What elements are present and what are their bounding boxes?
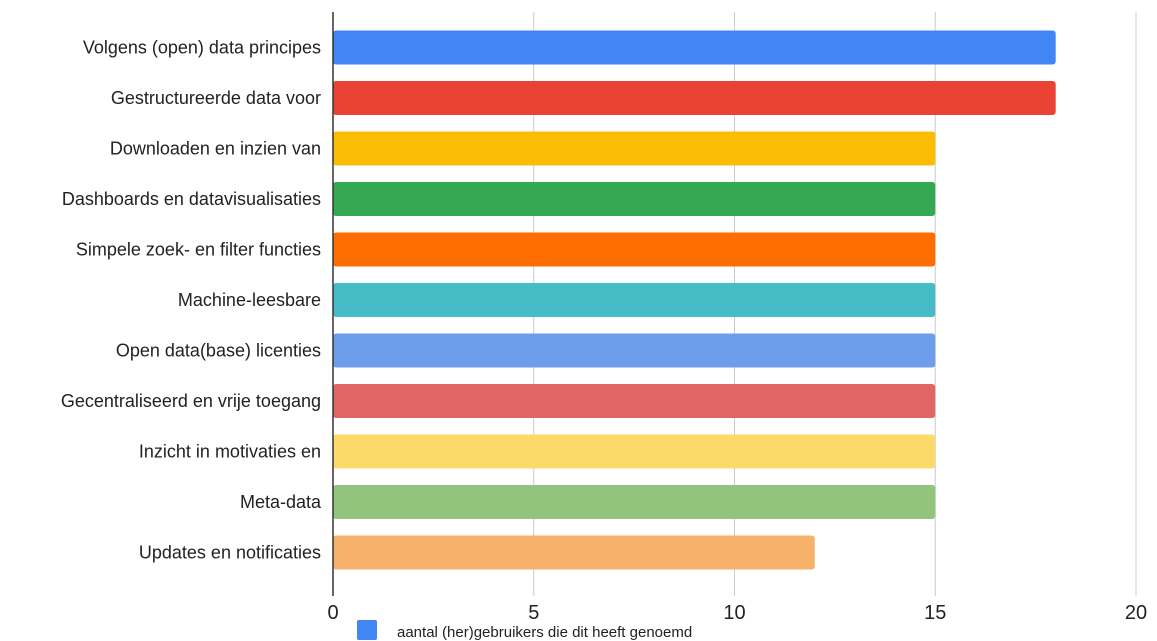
x-tick-labels: 0 5 10 15 20	[327, 602, 1147, 624]
bar	[333, 535, 815, 570]
category-label: Volgens (open) data principes	[83, 38, 321, 58]
category-label: Machine-leesbare	[178, 290, 321, 310]
x-tick-label: 20	[1125, 602, 1147, 624]
x-tick-label: 5	[528, 602, 539, 624]
bar	[333, 333, 936, 368]
category-label: Inzicht in motivaties en	[139, 442, 321, 462]
category-label: Updates en notificaties	[139, 543, 321, 563]
category-labels: Volgens (open) data principes Gestructure…	[61, 38, 322, 563]
category-label: Gestructureerde data voor	[111, 88, 321, 108]
bar	[333, 485, 936, 519]
x-tick-label: 0	[327, 602, 338, 624]
bar	[333, 283, 936, 317]
category-label: Open data(base) licenties	[116, 341, 321, 361]
bar	[333, 384, 936, 418]
x-tick-label: 15	[924, 602, 946, 624]
bar	[333, 81, 1056, 115]
category-label: Gecentraliseerd en vrije toegang	[61, 391, 321, 411]
bar	[333, 182, 936, 216]
legend: aantal (her)gebruikers die dit heeft gen…	[357, 620, 692, 641]
bar	[333, 30, 1056, 65]
legend-swatch	[357, 620, 377, 640]
bar	[333, 131, 936, 166]
category-label: Dashboards en datavisualisaties	[62, 189, 321, 209]
bars	[333, 30, 1056, 570]
bar	[333, 434, 936, 469]
x-tick-label: 10	[723, 602, 745, 624]
category-label: Meta-data	[240, 492, 322, 512]
bar	[333, 232, 936, 267]
legend-label: aantal (her)gebruikers die dit heeft gen…	[397, 624, 692, 641]
category-label: Simpele zoek- en filter functies	[76, 240, 321, 260]
category-label: Downloaden en inzien van	[110, 139, 321, 159]
